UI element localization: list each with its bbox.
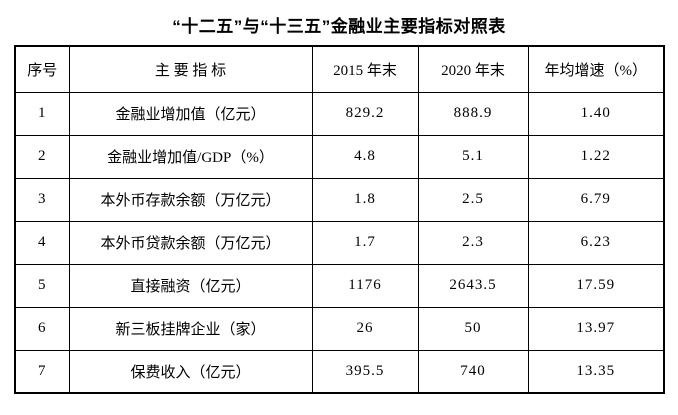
cell-indicator: 金融业增加值（亿元） <box>68 91 313 136</box>
page-title: “十二五”与“十三五”金融业主要指标对照表 <box>172 17 506 36</box>
cell-end-2015: 829.2 <box>311 91 419 136</box>
cell-growth: 13.97 <box>527 306 665 351</box>
cell-end-2020: 50 <box>417 306 529 351</box>
header-main-indicator: 主 要 指 标 <box>68 45 313 93</box>
cell-serial: 6 <box>14 306 70 351</box>
table-row: 6 新三板挂牌企业（家） 26 50 13.97 <box>14 306 665 351</box>
cell-end-2015: 26 <box>311 306 419 351</box>
header-end-2020: 2020 年末 <box>417 45 529 93</box>
cell-end-2015: 4.8 <box>311 134 419 179</box>
cell-serial: 1 <box>14 91 70 136</box>
cell-end-2020: 2643.5 <box>417 263 529 308</box>
table-header-row: 序号 主 要 指 标 2015 年末 2020 年末 年均增速（%） <box>14 45 665 93</box>
cell-end-2020: 2.3 <box>417 220 529 265</box>
cell-serial: 7 <box>14 349 70 394</box>
cell-growth: 13.35 <box>527 349 665 394</box>
cell-end-2020: 740 <box>417 349 529 394</box>
cell-end-2020: 5.1 <box>417 134 529 179</box>
table-row: 7 保费收入（亿元） 395.5 740 13.35 <box>14 349 665 394</box>
cell-indicator: 保费收入（亿元） <box>68 349 313 394</box>
cell-end-2015: 1.8 <box>311 177 419 222</box>
cell-growth: 17.59 <box>527 263 665 308</box>
indicator-comparison-table: 序号 主 要 指 标 2015 年末 2020 年末 年均增速（%） 1 金融业… <box>14 45 665 394</box>
cell-end-2015: 395.5 <box>311 349 419 394</box>
table-row: 2 金融业增加值/GDP（%） 4.8 5.1 1.22 <box>14 134 665 179</box>
header-annual-growth: 年均增速（%） <box>527 45 665 93</box>
cell-serial: 2 <box>14 134 70 179</box>
header-end-2015: 2015 年末 <box>311 45 419 93</box>
header-serial-number: 序号 <box>14 45 70 93</box>
cell-serial: 3 <box>14 177 70 222</box>
cell-end-2020: 2.5 <box>417 177 529 222</box>
cell-end-2015: 1.7 <box>311 220 419 265</box>
cell-serial: 5 <box>14 263 70 308</box>
cell-growth: 1.22 <box>527 134 665 179</box>
cell-indicator: 本外币存款余额（万亿元） <box>68 177 313 222</box>
cell-end-2020: 888.9 <box>417 91 529 136</box>
table-row: 4 本外币贷款余额（万亿元） 1.7 2.3 6.23 <box>14 220 665 265</box>
cell-growth: 6.79 <box>527 177 665 222</box>
cell-indicator: 金融业增加值/GDP（%） <box>68 134 313 179</box>
cell-indicator: 本外币贷款余额（万亿元） <box>68 220 313 265</box>
cell-end-2015: 1176 <box>311 263 419 308</box>
cell-indicator: 直接融资（亿元） <box>68 263 313 308</box>
table-row: 1 金融业增加值（亿元） 829.2 888.9 1.40 <box>14 91 665 136</box>
cell-growth: 6.23 <box>527 220 665 265</box>
cell-serial: 4 <box>14 220 70 265</box>
table-row: 5 直接融资（亿元） 1176 2643.5 17.59 <box>14 263 665 308</box>
cell-growth: 1.40 <box>527 91 665 136</box>
cell-indicator: 新三板挂牌企业（家） <box>68 306 313 351</box>
table-row: 3 本外币存款余额（万亿元） 1.8 2.5 6.79 <box>14 177 665 222</box>
